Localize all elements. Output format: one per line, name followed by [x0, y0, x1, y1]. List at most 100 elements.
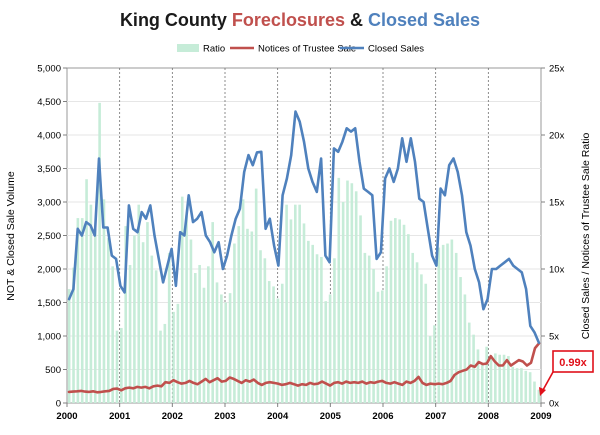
ratio-bar — [315, 254, 319, 403]
ratio-bar — [120, 327, 123, 403]
ratio-bar — [389, 220, 393, 403]
ratio-bar — [489, 356, 493, 403]
ratio-bar — [176, 303, 180, 403]
ratio-bar — [346, 180, 349, 403]
ratio-bar — [494, 353, 497, 403]
ratio-bar — [276, 298, 280, 403]
ratio-bar — [159, 330, 162, 403]
callout-label: 0.99x — [559, 357, 587, 369]
ratio-bar — [463, 294, 467, 403]
y-left-tick-label: 4,500 — [37, 97, 61, 108]
ratio-bar — [280, 283, 284, 403]
ratio-bar — [415, 262, 419, 403]
x-tick-label: 2009 — [530, 411, 551, 422]
ratio-bar — [307, 240, 310, 403]
ratio-bar — [180, 196, 184, 403]
ratio-bar — [237, 226, 241, 403]
ratio-bar — [402, 224, 406, 403]
legend-entry-notices-of-trustee-sale: Notices of Trustee Sale — [230, 44, 356, 55]
ratio-bar — [385, 266, 388, 403]
ratio-bar — [111, 266, 114, 403]
ratio-bar — [289, 219, 293, 403]
ratio-bar — [520, 368, 523, 403]
y-left-tick-label: 2,000 — [37, 265, 61, 276]
ratio-bar — [363, 252, 367, 403]
ratio-bar — [272, 286, 275, 403]
title-part-3: Closed Sales — [368, 10, 480, 30]
ratio-bar — [246, 228, 249, 403]
ratio-bar — [163, 323, 167, 403]
ratio-callout: 0.99x — [539, 350, 594, 396]
ratio-bar — [407, 234, 410, 403]
y-left-tick-label: 0 — [56, 399, 61, 410]
ratio-bar — [193, 273, 197, 403]
notices-of-trustee-sale-line — [67, 342, 541, 394]
ratio-bar — [337, 177, 341, 403]
x-tick-label: 2008 — [478, 411, 499, 422]
ratio-bar — [207, 266, 210, 403]
ratio-bar — [437, 247, 441, 403]
ratio-bar — [172, 311, 175, 403]
ratio-bar — [320, 256, 323, 403]
ratio-bar — [115, 330, 119, 403]
legend-entry-closed-sales: Closed Sales — [340, 44, 424, 55]
ratio-bar — [537, 389, 541, 403]
ratio-bar — [167, 252, 171, 403]
x-tick-label: 2007 — [425, 411, 446, 422]
x-tick-label: 2003 — [214, 411, 235, 422]
y-right-tick-label: 0x — [549, 399, 559, 410]
ratio-bar — [411, 252, 415, 403]
ratio-bar — [141, 242, 145, 403]
ratio-bar — [107, 238, 110, 403]
ratio-bar — [93, 228, 97, 403]
closed-sales-line — [67, 110, 541, 345]
ratio-bar — [202, 287, 206, 403]
ratio-bar — [515, 368, 519, 403]
ratio-bar — [359, 215, 362, 403]
y-left-tick-label: 1,500 — [37, 298, 61, 309]
y-left-tick-label: 4,000 — [37, 131, 61, 142]
x-tick-label: 2000 — [56, 411, 77, 422]
ratio-bar — [241, 199, 245, 403]
ratio-bar — [220, 294, 223, 403]
ratio-bar — [507, 356, 510, 403]
x-tick-label: 2002 — [162, 411, 183, 422]
ratio-bar — [450, 239, 454, 403]
y-left-tick-label: 3,000 — [37, 198, 61, 209]
ratio-bar — [372, 269, 375, 403]
y-right-tick-label: 5x — [549, 332, 559, 343]
x-tick-label: 2004 — [267, 411, 289, 422]
ratio-bar — [293, 204, 297, 403]
ratio-bar — [524, 370, 528, 403]
ratio-bar — [211, 222, 214, 403]
ratio-bar — [454, 252, 458, 403]
ratio-bar — [480, 364, 484, 403]
ratio-bar — [428, 336, 432, 403]
ratio-bar — [424, 283, 428, 403]
ratio-bar — [263, 258, 267, 403]
callout-arrow-line — [542, 371, 554, 391]
ratio-bar — [154, 270, 158, 403]
ratio-bar — [302, 223, 306, 403]
ratio-bar — [150, 255, 154, 403]
y-left-tick-label: 500 — [45, 365, 61, 376]
x-tick-label: 2001 — [109, 411, 131, 422]
ratio-bar — [324, 301, 328, 403]
legend-label: Notices of Trustee Sale — [258, 44, 356, 55]
callout-box — [552, 350, 594, 373]
ratio-bar — [102, 199, 106, 403]
ratio-bar — [98, 102, 101, 403]
y-left-tick-label: 1,000 — [37, 332, 61, 343]
ratio-bar — [485, 346, 488, 403]
ratio-bar — [476, 349, 480, 403]
legend-entry-ratio: Ratio — [177, 44, 225, 55]
chart-title: King County Foreclosures & Closed Sales — [120, 10, 480, 30]
ratio-bar — [511, 366, 515, 403]
ratio-bar — [333, 258, 336, 403]
ratio-bar — [137, 204, 141, 403]
ratio-bar — [80, 218, 84, 403]
ratio-bar — [433, 325, 436, 403]
ratio-bar — [189, 239, 193, 403]
ratio-bar — [354, 191, 358, 403]
